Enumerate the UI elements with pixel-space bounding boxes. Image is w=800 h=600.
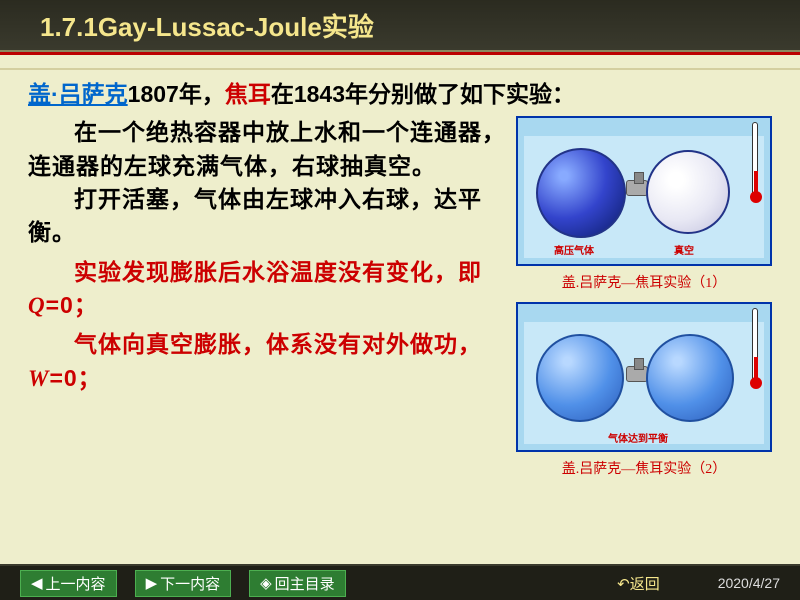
- sphere-high-pressure: [536, 148, 626, 238]
- para3-text-b: =0；: [46, 292, 98, 318]
- label-equilibrium: 气体达到平衡: [608, 430, 668, 445]
- thermo-fill-2: [754, 357, 758, 387]
- headline: 盖·吕萨克1807年，焦耳在1843年分别做了如下实验：: [28, 78, 772, 110]
- thermometer-icon-2: [752, 308, 758, 388]
- sphere-eq-left: [536, 334, 624, 422]
- para4-text-a: 气体向真空膨胀，体系没有对外做功，: [74, 331, 482, 357]
- content-area: 盖·吕萨克1807年，焦耳在1843年分别做了如下实验： 在一个绝热容器中放上水…: [0, 70, 800, 564]
- footer-bar: ◀上一内容 ▶下一内容 ◈回主目录 ↶返回 2020/4/27: [0, 564, 800, 600]
- body-row: 在一个绝热容器中放上水和一个连通器，连通器的左球充满气体，右球抽真空。 打开活塞…: [28, 116, 772, 484]
- joule-name: 焦耳: [225, 81, 271, 107]
- date-label: 2020/4/27: [718, 575, 780, 591]
- paragraph-2: 打开活塞，气体由左球冲入右球，达平衡。: [28, 183, 508, 250]
- text-column: 在一个绝热容器中放上水和一个连通器，连通器的左球充满气体，右球抽真空。 打开活塞…: [28, 116, 508, 484]
- slide-container: 1.7.1Gay-Lussac-Joule实验 盖·吕萨克1807年，焦耳在18…: [0, 0, 800, 600]
- sphere-eq-right: [646, 334, 734, 422]
- thermometer-icon-1: [752, 122, 758, 202]
- slide-title: 1.7.1Gay-Lussac-Joule实验: [40, 7, 374, 44]
- paragraph-4: 气体向真空膨胀，体系没有对外做功， W=0；: [28, 328, 508, 395]
- label-vacuum: 真空: [674, 242, 694, 257]
- home-button[interactable]: ◈回主目录: [249, 570, 346, 597]
- diagram-1: 高压气体 真空: [516, 116, 772, 266]
- paragraph-3: 实验发现膨胀后水浴温度没有变化，即 Q=0；: [28, 256, 508, 323]
- gay-lussac-name: 盖·吕萨克: [28, 81, 128, 107]
- symbol-q: Q: [28, 293, 46, 318]
- valve-icon-1: [626, 180, 648, 196]
- next-label: 下一内容: [160, 573, 220, 594]
- headline-rest: 在1843年分别做了如下实验：: [271, 81, 575, 107]
- prev-button[interactable]: ◀上一内容: [20, 570, 117, 597]
- para4-text-b: =0；: [49, 365, 101, 391]
- year-1807: 1807年，: [128, 81, 225, 107]
- para3-text-a: 实验发现膨胀后水浴温度没有变化，即: [74, 259, 482, 285]
- next-button[interactable]: ▶下一内容: [135, 570, 232, 597]
- valve-icon-2: [626, 366, 648, 382]
- diagram-column: 高压气体 真空 盖.吕萨克—焦耳实验（1） 气体达到平衡 盖.吕萨克—焦耳实验（…: [516, 116, 772, 484]
- title-divider: [0, 52, 800, 70]
- back-button[interactable]: ↶返回: [617, 573, 660, 594]
- title-bar: 1.7.1Gay-Lussac-Joule实验: [0, 0, 800, 52]
- sphere-vacuum: [646, 150, 730, 234]
- caption-1: 盖.吕萨克—焦耳实验（1）: [516, 272, 772, 292]
- home-label: 回主目录: [275, 573, 335, 594]
- thermo-fill-1: [754, 171, 758, 201]
- label-high-pressure: 高压气体: [554, 242, 594, 257]
- paragraph-1: 在一个绝热容器中放上水和一个连通器，连通器的左球充满气体，右球抽真空。: [28, 116, 508, 183]
- back-label: 返回: [630, 576, 660, 593]
- symbol-w: W: [28, 366, 49, 391]
- diagram-2: 气体达到平衡: [516, 302, 772, 452]
- caption-2: 盖.吕萨克—焦耳实验（2）: [516, 458, 772, 478]
- prev-label: 上一内容: [46, 573, 106, 594]
